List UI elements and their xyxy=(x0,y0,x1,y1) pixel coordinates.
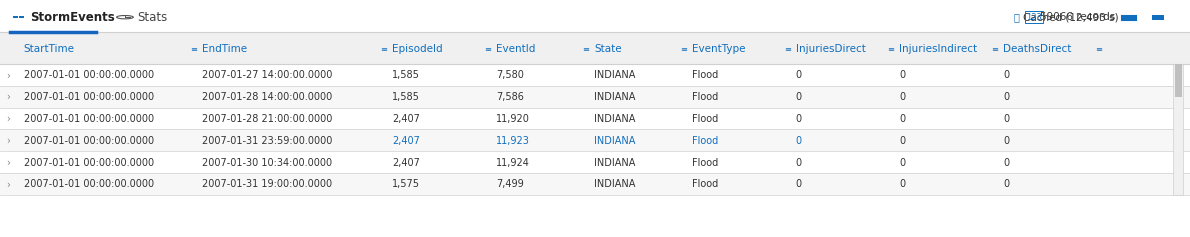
Text: StartTime: StartTime xyxy=(24,44,75,54)
Text: 123: 123 xyxy=(1026,13,1041,22)
Text: 1,575: 1,575 xyxy=(393,179,420,189)
Text: ≡: ≡ xyxy=(784,45,790,54)
Text: Flood: Flood xyxy=(691,179,719,189)
FancyBboxPatch shape xyxy=(0,108,1190,129)
Text: 11,920: 11,920 xyxy=(496,114,530,124)
Text: 2007-01-01 00:00:00.0000: 2007-01-01 00:00:00.0000 xyxy=(24,114,154,124)
Text: 59066 records: 59066 records xyxy=(1040,12,1115,22)
Text: 11,924: 11,924 xyxy=(496,158,530,168)
Text: ›: › xyxy=(6,70,10,80)
Text: 0: 0 xyxy=(1003,70,1009,80)
Bar xyxy=(19,17,24,18)
Text: ≡: ≡ xyxy=(1095,45,1102,54)
FancyBboxPatch shape xyxy=(1152,15,1164,20)
Text: 2,407: 2,407 xyxy=(393,114,420,124)
Text: 0: 0 xyxy=(900,114,906,124)
Text: INDIANA: INDIANA xyxy=(594,179,635,189)
Text: 2007-01-27 14:00:00.0000: 2007-01-27 14:00:00.0000 xyxy=(202,70,333,80)
Text: 0: 0 xyxy=(900,158,906,168)
Text: ›: › xyxy=(6,136,10,146)
Text: Flood: Flood xyxy=(691,114,719,124)
Bar xyxy=(13,16,18,17)
Text: 2007-01-01 00:00:00.0000: 2007-01-01 00:00:00.0000 xyxy=(24,92,154,102)
FancyBboxPatch shape xyxy=(0,86,1190,108)
Text: 0: 0 xyxy=(796,136,802,146)
Text: 🗎: 🗎 xyxy=(1014,12,1020,22)
Text: EventId: EventId xyxy=(496,44,536,54)
Text: ≡: ≡ xyxy=(190,45,198,54)
Text: INDIANA: INDIANA xyxy=(594,70,635,80)
Text: 0: 0 xyxy=(900,136,906,146)
Text: Flood: Flood xyxy=(691,92,719,102)
Bar xyxy=(13,17,18,18)
Text: ›: › xyxy=(6,158,10,168)
Text: INDIANA: INDIANA xyxy=(594,92,635,102)
Text: ≡: ≡ xyxy=(991,45,998,54)
Text: 2007-01-31 19:00:00.0000: 2007-01-31 19:00:00.0000 xyxy=(202,179,332,189)
Text: 2,407: 2,407 xyxy=(393,136,420,146)
Text: 0: 0 xyxy=(1003,114,1009,124)
Text: Stats: Stats xyxy=(137,11,167,24)
Text: 2,407: 2,407 xyxy=(393,158,420,168)
Text: INDIANA: INDIANA xyxy=(594,158,635,168)
Text: Flood: Flood xyxy=(691,136,719,146)
Text: 2007-01-01 00:00:00.0000: 2007-01-01 00:00:00.0000 xyxy=(24,158,154,168)
Text: 0: 0 xyxy=(1003,179,1009,189)
Text: Flood: Flood xyxy=(691,70,719,80)
Text: 2007-01-01 00:00:00.0000: 2007-01-01 00:00:00.0000 xyxy=(24,136,154,146)
Text: 7,586: 7,586 xyxy=(496,92,524,102)
Text: 0: 0 xyxy=(1003,158,1009,168)
FancyBboxPatch shape xyxy=(0,129,1190,151)
Text: 11,923: 11,923 xyxy=(496,136,530,146)
FancyBboxPatch shape xyxy=(0,32,1190,64)
Text: 2007-01-30 10:34:00.0000: 2007-01-30 10:34:00.0000 xyxy=(202,158,332,168)
Text: InjuriesDirect: InjuriesDirect xyxy=(796,44,865,54)
FancyBboxPatch shape xyxy=(0,0,1190,32)
Text: 2007-01-31 23:59:00.0000: 2007-01-31 23:59:00.0000 xyxy=(202,136,333,146)
Text: State: State xyxy=(594,44,621,54)
Text: EpisodeId: EpisodeId xyxy=(393,44,443,54)
Text: Cached (12,493 s): Cached (12,493 s) xyxy=(1023,12,1119,22)
FancyBboxPatch shape xyxy=(0,64,1190,86)
Text: StormEvents: StormEvents xyxy=(30,11,114,24)
Text: 0: 0 xyxy=(796,92,802,102)
Text: 0: 0 xyxy=(900,92,906,102)
Text: 2007-01-28 21:00:00.0000: 2007-01-28 21:00:00.0000 xyxy=(202,114,333,124)
Text: 0: 0 xyxy=(796,70,802,80)
Text: ≡: ≡ xyxy=(679,45,687,54)
Text: 0: 0 xyxy=(1003,136,1009,146)
Text: ›: › xyxy=(6,114,10,124)
Text: 0: 0 xyxy=(900,179,906,189)
Text: INDIANA: INDIANA xyxy=(594,136,635,146)
Text: ›: › xyxy=(6,92,10,102)
Text: 1,585: 1,585 xyxy=(393,92,420,102)
Text: ≡: ≡ xyxy=(582,45,589,54)
Text: EndTime: EndTime xyxy=(202,44,248,54)
Text: 0: 0 xyxy=(796,158,802,168)
Text: DeathsDirect: DeathsDirect xyxy=(1003,44,1071,54)
Text: 2007-01-01 00:00:00.0000: 2007-01-01 00:00:00.0000 xyxy=(24,70,154,80)
Text: 0: 0 xyxy=(796,114,802,124)
Bar xyxy=(19,16,24,17)
Text: InjuriesIndirect: InjuriesIndirect xyxy=(900,44,977,54)
FancyBboxPatch shape xyxy=(1175,64,1182,97)
FancyBboxPatch shape xyxy=(1173,64,1183,195)
FancyBboxPatch shape xyxy=(0,151,1190,173)
Text: ≡: ≡ xyxy=(888,45,895,54)
Text: EventType: EventType xyxy=(691,44,745,54)
Text: 7,499: 7,499 xyxy=(496,179,524,189)
Text: Flood: Flood xyxy=(691,158,719,168)
Text: 2007-01-28 14:00:00.0000: 2007-01-28 14:00:00.0000 xyxy=(202,92,333,102)
Text: 0: 0 xyxy=(900,70,906,80)
Text: 1,585: 1,585 xyxy=(393,70,420,80)
Text: 2007-01-01 00:00:00.0000: 2007-01-01 00:00:00.0000 xyxy=(24,179,154,189)
Text: 0: 0 xyxy=(1003,92,1009,102)
Text: ›: › xyxy=(6,179,10,189)
Text: 0: 0 xyxy=(796,179,802,189)
FancyBboxPatch shape xyxy=(0,173,1190,195)
Text: INDIANA: INDIANA xyxy=(594,114,635,124)
Text: ≡: ≡ xyxy=(381,45,388,54)
Text: ≡: ≡ xyxy=(484,45,491,54)
Text: 7,580: 7,580 xyxy=(496,70,524,80)
